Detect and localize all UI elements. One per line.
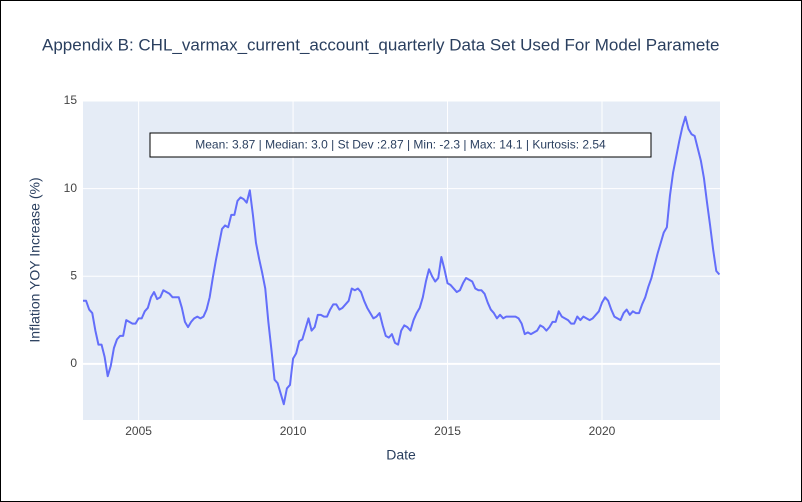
x-tick-label: 2015 xyxy=(434,424,461,438)
x-tick-label: 2005 xyxy=(125,424,152,438)
x-tick-label: 2010 xyxy=(280,424,307,438)
y-axis-title: Inflation YOY Increase (%) xyxy=(27,177,43,342)
y-tick-label: 15 xyxy=(64,93,78,107)
line xyxy=(83,115,721,406)
annotation-box xyxy=(149,132,652,158)
y-tick-label: 5 xyxy=(70,268,77,282)
y-tick-label: 0 xyxy=(70,356,77,370)
x-axis-title: Date xyxy=(386,447,416,463)
annotation: Mean: 3.87 | Median: 3.0 | St Dev :2.87 … xyxy=(195,138,606,152)
marks xyxy=(83,115,721,406)
y-tick-label: 10 xyxy=(64,181,78,195)
x-tick-label: 2020 xyxy=(589,424,616,438)
chart-title: Appendix B: CHL_varmax_current_account_q… xyxy=(42,35,720,54)
